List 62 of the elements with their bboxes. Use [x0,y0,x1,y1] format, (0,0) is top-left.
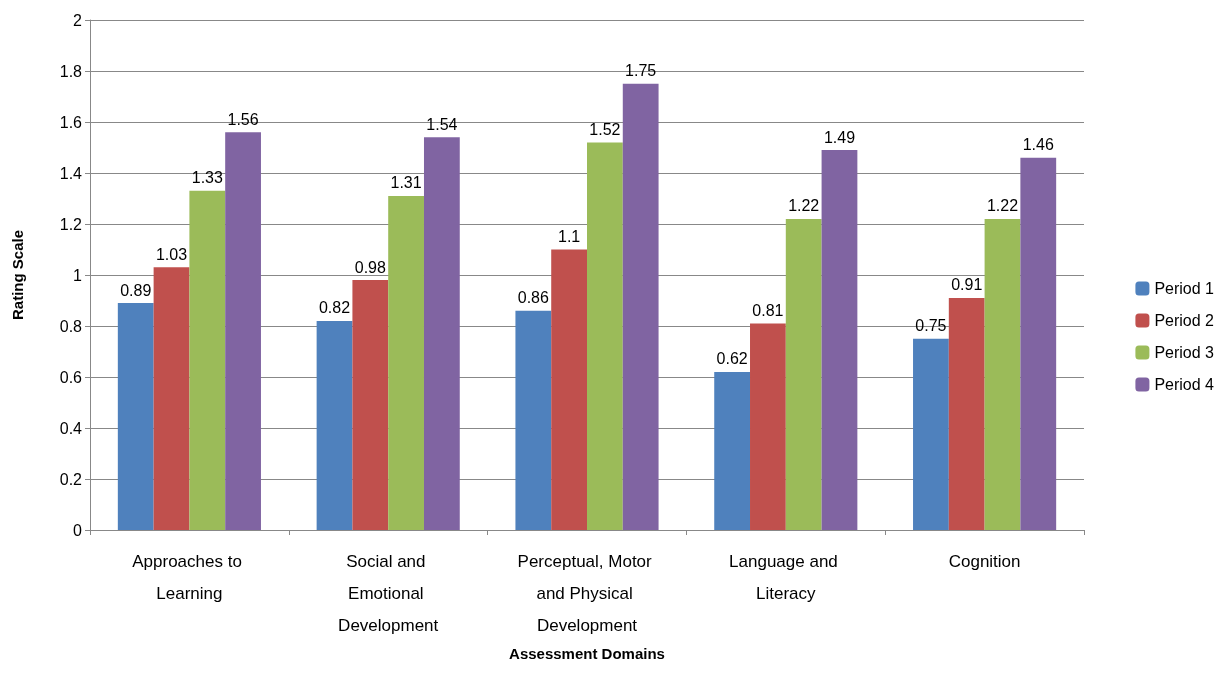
data-label: 1.31 [390,174,422,192]
bar [948,297,985,530]
legend-label: Period 3 [1154,344,1215,361]
bar [388,195,424,530]
y-tick-label: 0.6 [59,368,83,386]
data-label: 1.22 [788,197,820,215]
data-label: 0.89 [120,281,152,299]
data-label: 1.46 [1022,136,1054,154]
data-label: 1.03 [155,245,188,263]
y-tick-label: 0.8 [59,317,83,335]
bar [714,371,751,530]
y-tick-label: 0.4 [59,419,83,437]
data-label: 0.86 [517,289,549,307]
x-tick-label: Social and Emotional Development [338,551,439,635]
bar [225,132,261,530]
y-tick-label: 1.4 [59,164,83,182]
x-tick-label: Cognition [948,551,1021,571]
y-tick-label: 0 [73,521,83,539]
x-tick-label: Approaches to Learning [132,551,247,603]
data-label: 1.49 [823,128,856,146]
bar [913,338,949,530]
x-axis-title: Assessment Domains [509,644,665,662]
data-label: 1.1 [557,228,581,245]
y-tick-label: 0.2 [59,470,83,488]
data-label: 0.62 [716,350,748,368]
data-label: 1.75 [625,62,657,80]
y-tick-label: 1 [73,266,83,284]
bar [352,280,389,530]
y-axis-title: Rating Scale [9,229,26,321]
data-label: 1.22 [986,197,1019,215]
data-label: 0.91 [951,276,983,294]
bar [750,323,786,530]
x-tick-label: Language and Literacy [729,551,843,603]
bar [189,190,226,530]
bar [117,303,154,530]
legend-label: Period 4 [1154,376,1215,393]
bar [821,150,858,530]
bar [587,142,623,530]
y-tick-label: 1.2 [59,215,83,233]
y-tick-label: 1.6 [59,113,83,131]
bar [1020,157,1057,530]
data-label: 0.98 [354,258,386,276]
bar [515,310,552,530]
x-tick-label: Perceptual, Motor and Physical Development [517,551,657,635]
data-label: 0.82 [318,299,351,317]
data-label: 0.81 [752,301,784,319]
bar [785,218,822,530]
bar [316,320,353,530]
y-tick-label: 2 [73,11,83,29]
bar [551,249,587,530]
data-label: 1.33 [191,169,223,187]
bar [622,83,659,530]
data-label: 0.75 [915,317,947,335]
data-label: 1.56 [227,110,259,128]
bar [423,137,460,530]
data-label: 1.52 [589,120,621,138]
bar [153,267,190,530]
data-label: 1.54 [426,115,458,133]
legend-label: Period 2 [1154,312,1215,329]
legend-label: Period 1 [1154,280,1215,297]
bar [984,218,1021,530]
y-tick-label: 1.8 [59,62,83,80]
